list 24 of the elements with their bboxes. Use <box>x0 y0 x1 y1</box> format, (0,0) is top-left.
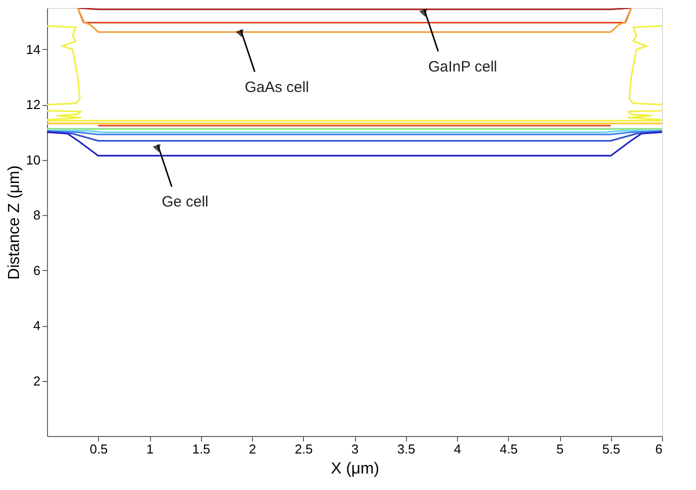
y-tick-label: 8 <box>33 208 40 223</box>
y-tick-label: 2 <box>33 373 40 388</box>
x-tick-label: 4.5 <box>500 442 518 456</box>
x-tick-label: 2.5 <box>294 442 313 456</box>
x-tick-label: 1 <box>146 442 154 456</box>
x-tick-label: 5.5 <box>602 442 620 456</box>
x-tick-label: 0.5 <box>90 442 108 456</box>
annotation: GaAs cell <box>244 78 309 96</box>
x-tick-label: 5 <box>556 442 564 456</box>
y-tick-label: 12 <box>26 97 40 112</box>
x-axis-title: X (μm) <box>330 460 380 478</box>
x-tick-label: 3 <box>351 442 359 456</box>
x-tick-label: 2 <box>248 442 256 456</box>
y-tick-label: 14 <box>26 42 40 57</box>
x-tick-label: 4 <box>454 442 462 456</box>
x-tick-label: 3.5 <box>397 442 416 456</box>
x-tick-label: 6 <box>655 442 662 456</box>
y-tick-label: 4 <box>33 318 40 334</box>
y-tick-label: 10 <box>26 152 40 168</box>
annotation: GaInP cell <box>428 58 498 76</box>
x-tick-label: 1.5 <box>192 442 210 456</box>
annotation: Ge cell <box>162 194 208 211</box>
y-tick-label: 6 <box>33 262 40 278</box>
y-axis-title: Distance Z (μm) <box>6 165 24 280</box>
